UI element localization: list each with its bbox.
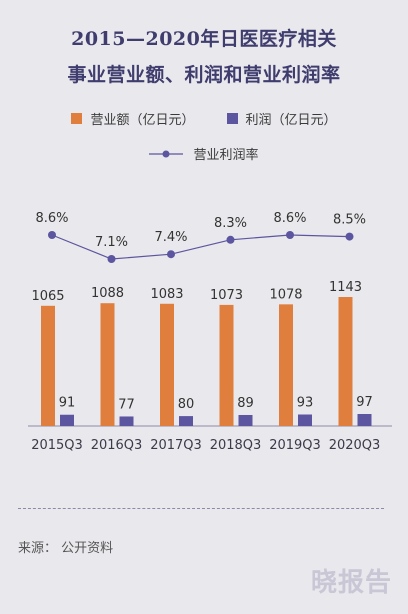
revenue-bar <box>220 305 234 426</box>
x-tick-label: 2015Q3 <box>31 438 83 453</box>
x-tick-label: 2017Q3 <box>150 438 202 453</box>
margin-point <box>108 255 116 263</box>
margin-label: 8.3% <box>214 216 247 231</box>
revenue-label: 1078 <box>269 287 302 302</box>
margin-label: 7.1% <box>95 235 128 250</box>
margin-label: 8.6% <box>273 211 306 226</box>
x-tick-label: 2016Q3 <box>91 438 143 453</box>
profit-label: 89 <box>237 396 254 411</box>
margin-label: 8.5% <box>333 213 366 228</box>
revenue-bar <box>41 306 55 426</box>
profit-label: 97 <box>356 395 373 410</box>
profit-label: 77 <box>118 397 135 412</box>
chart-title-line-2: 事业营业额、利润和营业利润率 <box>0 60 408 87</box>
margin-label: 7.4% <box>154 230 187 245</box>
legend-row-line: 营业利润率 <box>0 144 408 163</box>
watermark-logo: 晓报告 <box>311 562 392 599</box>
profit-label: 93 <box>297 395 314 410</box>
profit-label: 91 <box>59 396 76 411</box>
legend-item-revenue: 营业额（亿日元） <box>71 109 194 128</box>
revenue-label: 1088 <box>91 286 124 301</box>
legend-swatch-revenue <box>71 113 82 124</box>
legend-swatch-margin <box>149 148 183 160</box>
source-note: 来源： 公开资料 <box>18 537 113 556</box>
profit-bar <box>120 416 134 426</box>
margin-label: 8.6% <box>35 211 68 226</box>
margin-point <box>167 250 175 258</box>
profit-bar <box>239 415 253 426</box>
revenue-label: 1143 <box>329 280 362 295</box>
profit-bar <box>358 414 372 426</box>
profit-bar <box>60 415 74 426</box>
revenue-bar <box>279 304 293 426</box>
revenue-label: 1065 <box>31 289 64 304</box>
profit-bar <box>298 414 312 426</box>
profit-bar <box>179 416 193 426</box>
chart-title-line-1: 2015—2020年日医医疗相关 <box>0 24 408 51</box>
legend-item-profit: 利润（亿日元） <box>227 109 337 128</box>
margin-point <box>227 236 235 244</box>
x-tick-label: 2020Q3 <box>329 438 381 453</box>
revenue-label: 1073 <box>210 288 243 303</box>
margin-point <box>346 233 354 241</box>
revenue-bar <box>339 297 353 426</box>
margin-point <box>286 231 294 239</box>
margin-point <box>48 231 56 239</box>
legend-swatch-profit <box>227 113 238 124</box>
legend-label-margin: 营业利润率 <box>193 144 258 163</box>
legend-row-bars: 营业额（亿日元） 利润（亿日元） <box>0 109 408 128</box>
legend-label-profit: 利润（亿日元） <box>246 109 337 128</box>
chart-plot-area: 1065 91 2015Q3 1088 77 2016Q3 1083 80 2017Q3 1073… <box>0 190 408 470</box>
revenue-label: 1083 <box>150 287 183 302</box>
revenue-bar <box>101 303 115 426</box>
legend-label-revenue: 营业额（亿日元） <box>90 109 194 128</box>
profit-label: 80 <box>178 397 195 412</box>
x-tick-label: 2019Q3 <box>269 438 321 453</box>
revenue-bar <box>160 304 174 426</box>
footer-divider <box>18 508 384 509</box>
x-tick-label: 2018Q3 <box>210 438 262 453</box>
legend-item-margin: 营业利润率 <box>149 144 258 163</box>
